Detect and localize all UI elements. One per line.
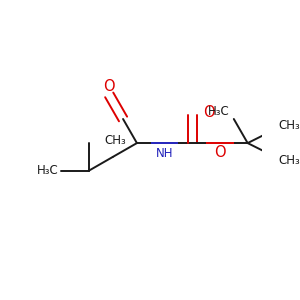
Text: O: O bbox=[214, 145, 226, 160]
Text: O: O bbox=[203, 105, 214, 120]
Text: CH₃: CH₃ bbox=[104, 134, 126, 147]
Text: NH: NH bbox=[156, 147, 173, 160]
Text: O: O bbox=[103, 79, 115, 94]
Text: H₃C: H₃C bbox=[37, 164, 58, 177]
Text: H₃C: H₃C bbox=[208, 105, 230, 118]
Text: CH₃: CH₃ bbox=[278, 154, 300, 167]
Text: CH₃: CH₃ bbox=[278, 119, 300, 132]
